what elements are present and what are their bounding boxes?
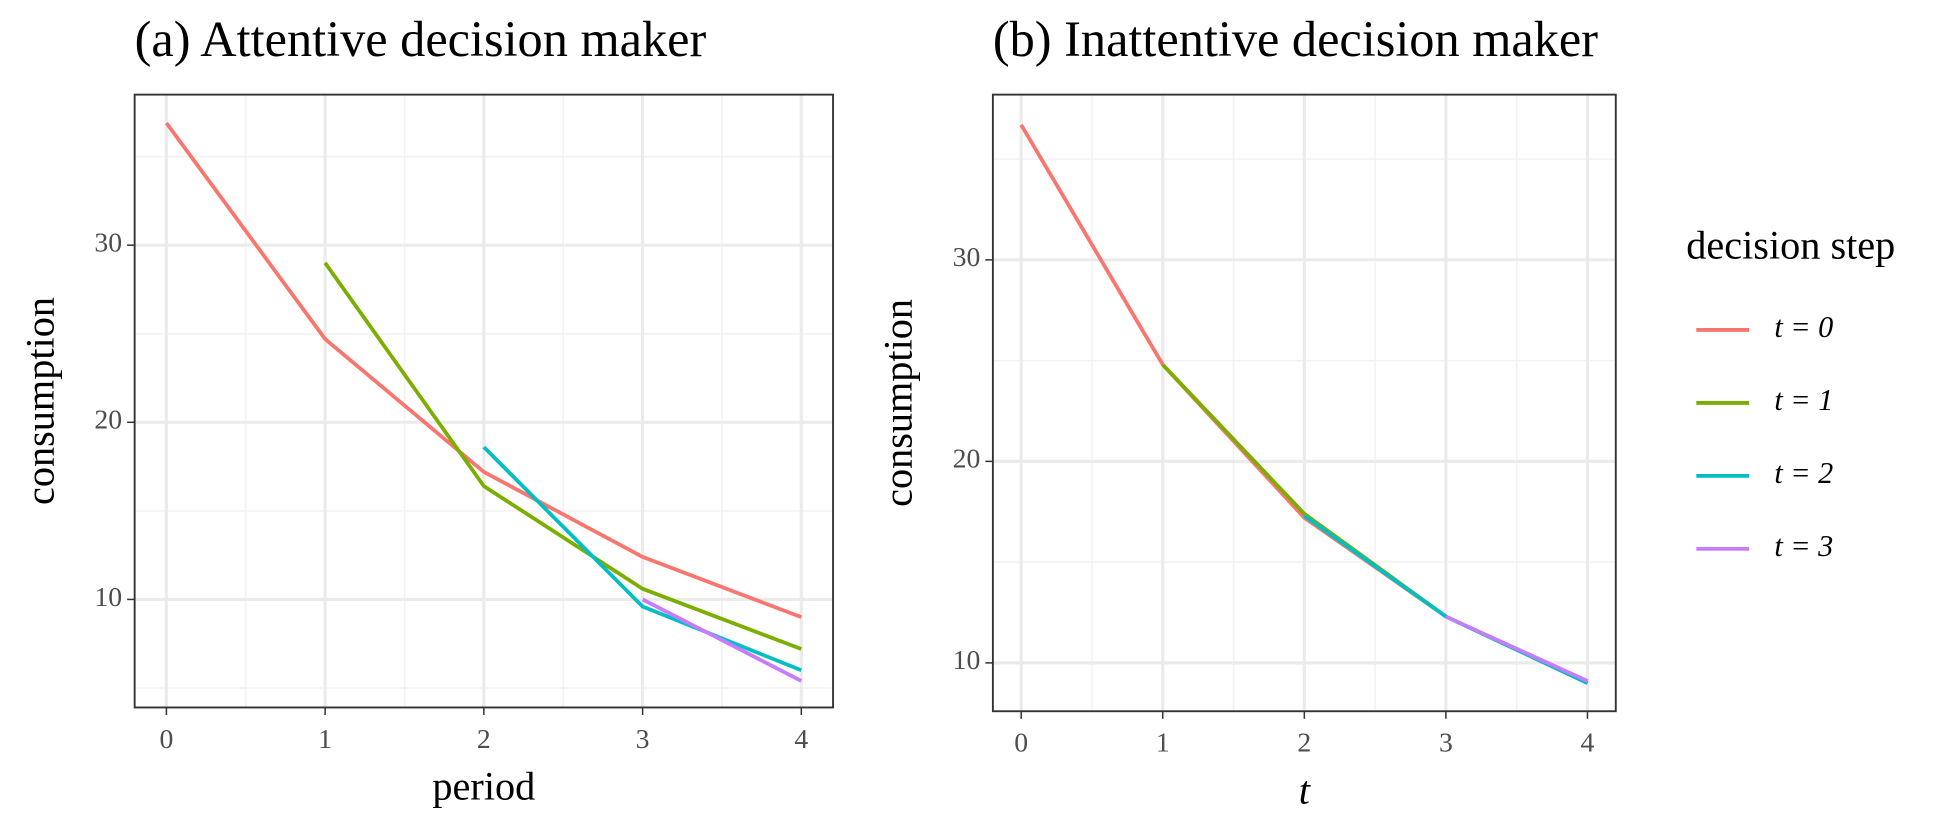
y-tick-label: 20	[94, 404, 122, 435]
legend-label: t = 0	[1774, 310, 1833, 344]
series-line	[1445, 614, 1589, 683]
legend-label: t = 3	[1774, 529, 1833, 563]
x-tick-label: 0	[1014, 727, 1028, 758]
y-tick-label: 30	[953, 241, 981, 272]
plot-border	[991, 93, 1617, 713]
legend-label: t = 2	[1774, 456, 1833, 490]
y-tick-label: 10	[953, 644, 981, 675]
x-tick-label: 1	[318, 723, 332, 754]
x-tick-label: 3	[636, 723, 650, 754]
series-line	[482, 445, 803, 673]
y-tick-label: 30	[94, 227, 122, 258]
x-tick-label: 4	[1581, 727, 1595, 758]
x-tick-label: 2	[477, 723, 491, 754]
y-tick-label: 10	[94, 581, 122, 612]
x-tick-label: 0	[159, 723, 173, 754]
x-tick-label: 2	[1297, 727, 1311, 758]
series-line	[641, 597, 803, 683]
plot-border	[133, 93, 835, 709]
legend-label: t = 1	[1774, 383, 1833, 417]
y-tick-label: 20	[953, 443, 981, 474]
y-axis-label: consumption	[876, 299, 921, 507]
legend-title: decision step	[1686, 223, 1895, 268]
series-line	[323, 261, 802, 651]
x-tick-label: 1	[1156, 727, 1170, 758]
x-tick-label: 3	[1439, 727, 1453, 758]
y-axis-label: consumption	[17, 297, 62, 505]
chart-title: (a) Attentive decision maker	[135, 11, 707, 67]
chart-title: (b) Inattentive decision maker	[993, 11, 1598, 67]
x-axis-label: period	[432, 764, 535, 809]
x-tick-label: 4	[794, 723, 808, 754]
x-axis-label: t	[1299, 768, 1311, 813]
series-line	[164, 121, 802, 619]
